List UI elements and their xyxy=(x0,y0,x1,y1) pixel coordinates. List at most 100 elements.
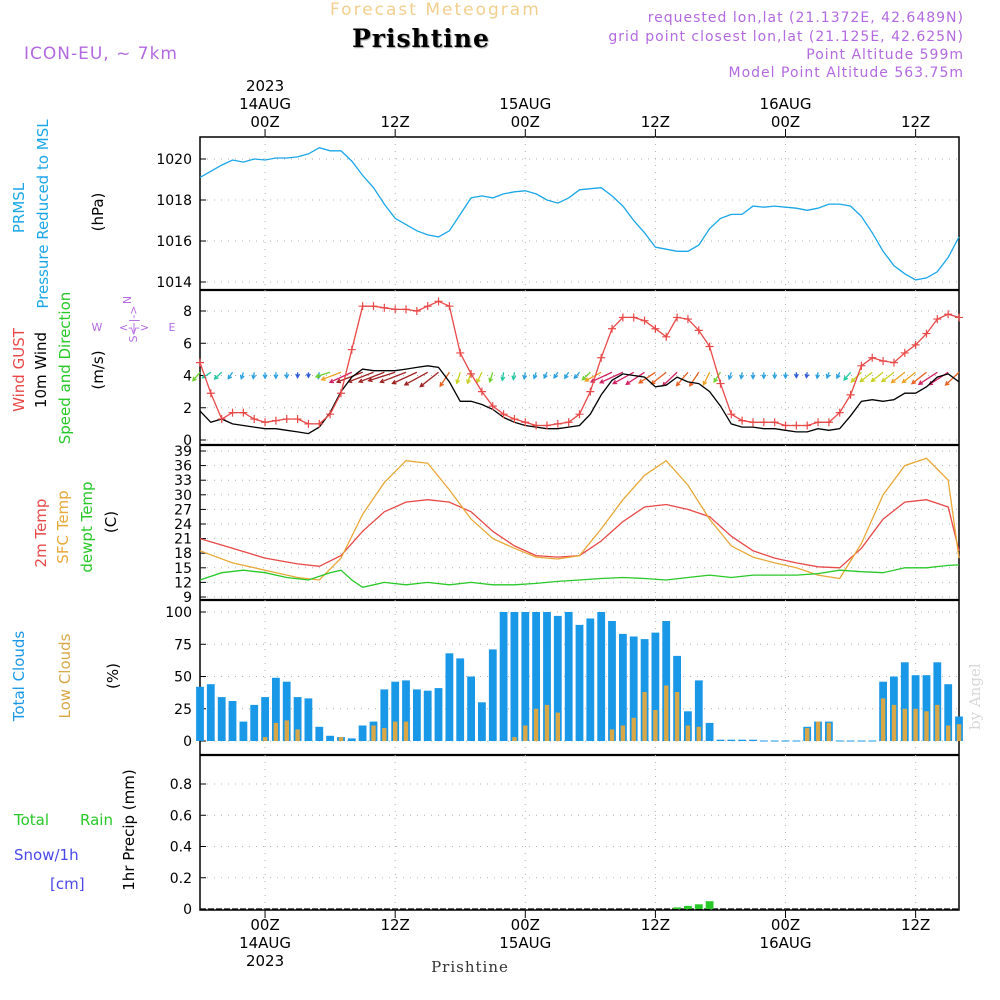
total-cloud-bar xyxy=(510,612,519,741)
wind-arrow-head xyxy=(284,374,290,380)
low-cloud-bar xyxy=(523,725,528,741)
gust-marker xyxy=(477,387,486,396)
wind-arrow-head xyxy=(825,373,831,380)
time-label-bottom: 16AUG xyxy=(760,934,812,952)
wind-arrow-head xyxy=(500,376,506,382)
compass-west: W xyxy=(92,321,103,334)
wind-arrow-head xyxy=(439,382,445,388)
y-tick-label: 4 xyxy=(183,369,192,385)
y-tick-label: 0.4 xyxy=(170,840,192,856)
gust-marker xyxy=(510,415,519,424)
gust-marker xyxy=(347,345,356,354)
low-cloud-bar xyxy=(284,720,289,741)
wind-arrow xyxy=(783,372,788,380)
wind-arrow-shaft xyxy=(368,371,396,382)
wind-arrow-head xyxy=(213,375,219,380)
wind-arrow-shaft xyxy=(348,371,374,383)
gust-marker xyxy=(716,379,725,388)
low-cloud-bar xyxy=(631,717,636,741)
wind-arrow xyxy=(638,371,656,384)
wind-arrow-head xyxy=(793,373,799,379)
y-tick-label: 12 xyxy=(174,575,192,591)
low-cloud-bar xyxy=(924,711,929,741)
total-cloud-bar xyxy=(911,675,920,741)
wind-arrow xyxy=(239,372,245,380)
low-cloud-bar xyxy=(685,725,691,741)
gust-marker xyxy=(553,419,562,428)
wind-arrow-shaft xyxy=(871,371,884,382)
gust-marker xyxy=(781,421,790,430)
wind-arrow-head xyxy=(901,378,907,384)
low-cloud-bar xyxy=(935,704,940,741)
gust-marker xyxy=(694,326,703,335)
wind-arrow-shaft xyxy=(945,371,960,386)
low-cloud-bar xyxy=(664,685,669,741)
rain-bar xyxy=(673,907,681,909)
wind-arrow xyxy=(910,371,927,385)
wind-arrow xyxy=(859,371,873,383)
wind-arrow-head xyxy=(573,374,579,380)
wind-arrow-shaft xyxy=(419,371,439,388)
series-line-dewpt-temp xyxy=(199,564,960,588)
wind-arrow xyxy=(403,371,429,386)
total-cloud-bar xyxy=(499,612,508,741)
wind-arrow xyxy=(357,371,385,384)
wind-arrow xyxy=(391,371,418,385)
wind-arrow xyxy=(419,371,439,388)
gust-marker xyxy=(922,329,931,338)
low-cloud-bar xyxy=(262,737,268,741)
gust-marker xyxy=(814,418,823,427)
wind-arrow xyxy=(850,371,862,383)
wind-arrow xyxy=(532,372,538,380)
gust-marker xyxy=(434,297,443,306)
wind-arrow xyxy=(761,372,767,380)
low-cloud-bar xyxy=(544,704,550,741)
gust-marker xyxy=(369,302,378,311)
total-cloud-bar xyxy=(716,739,725,741)
wind-arrow-head xyxy=(357,378,364,384)
y-tick-label: 8 xyxy=(183,304,192,320)
total-cloud-bar xyxy=(272,677,280,741)
wind-arrow-head xyxy=(815,374,821,380)
total-cloud-bar xyxy=(467,676,475,741)
wind-arrow-head xyxy=(713,377,718,384)
wind-arrow-shaft xyxy=(476,371,483,383)
wind-arrow-shaft xyxy=(843,371,852,381)
low-cloud-bar xyxy=(956,724,962,741)
gust-marker xyxy=(933,315,942,324)
wind-arrow-head xyxy=(859,377,865,383)
wind-arrow-head xyxy=(804,373,810,379)
model-point-altitude: Model Point Altitude 563.75m xyxy=(728,65,964,81)
wind-arrow-shaft xyxy=(918,371,938,385)
wind-arrow xyxy=(901,371,917,384)
gust-marker xyxy=(759,418,768,427)
gust-marker xyxy=(315,419,324,428)
gust-marker xyxy=(196,358,204,367)
low-cloud-bar xyxy=(620,725,626,741)
y-tick-label: 1016 xyxy=(156,234,192,250)
y-tick-label: 0 xyxy=(183,433,192,449)
wind-arrow xyxy=(584,371,602,382)
wind-arrow-head xyxy=(553,373,558,380)
gust-marker xyxy=(206,389,215,398)
time-label-bottom: 12Z xyxy=(380,916,409,934)
wind-arrow xyxy=(314,371,331,379)
wind-arrow-head xyxy=(689,381,694,387)
time-label-top: 00Z xyxy=(250,113,279,131)
ylabel-precip: 1hr Precip (mm) xyxy=(120,769,138,890)
gust-marker xyxy=(683,315,692,324)
total-cloud-bar xyxy=(358,725,367,741)
wind-arrow-shaft xyxy=(599,371,624,384)
y-tick-label: 50 xyxy=(174,670,192,686)
wind-arrow-head xyxy=(295,373,301,379)
time-label-bottom: 12Z xyxy=(641,916,670,934)
low-cloud-bar xyxy=(826,722,832,741)
time-label-top: 12Z xyxy=(380,113,409,131)
wind-arrow xyxy=(689,371,700,387)
wind-arrow-head xyxy=(367,377,373,383)
legend-total: Total xyxy=(13,811,49,829)
ylabel-total-clouds: Total Clouds xyxy=(10,631,28,723)
gust-marker xyxy=(879,356,888,365)
series-line-prmsl xyxy=(199,146,960,281)
compass-north: N xyxy=(121,296,134,304)
